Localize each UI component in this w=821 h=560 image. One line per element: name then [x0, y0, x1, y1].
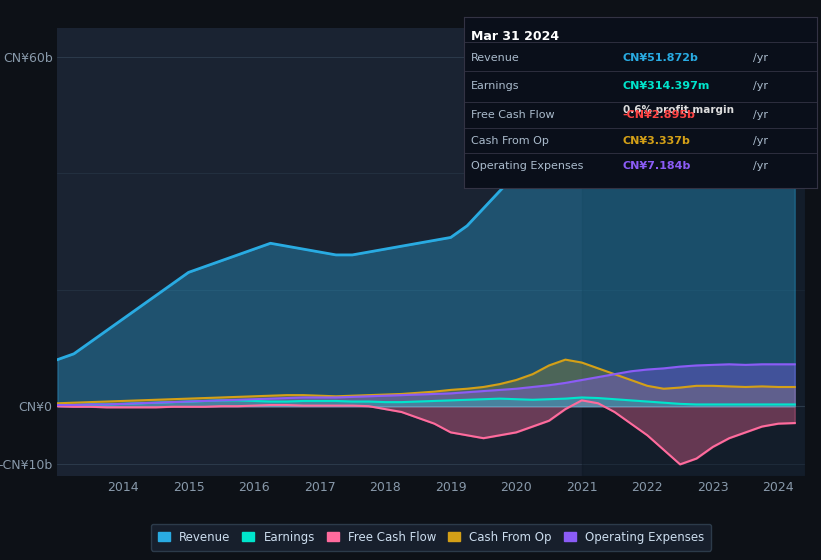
Text: Operating Expenses: Operating Expenses [471, 161, 583, 171]
Legend: Revenue, Earnings, Free Cash Flow, Cash From Op, Operating Expenses: Revenue, Earnings, Free Cash Flow, Cash … [151, 524, 711, 550]
Text: CN¥7.184b: CN¥7.184b [622, 161, 691, 171]
Text: Earnings: Earnings [471, 81, 520, 91]
Text: /yr: /yr [754, 53, 768, 63]
Text: Cash From Op: Cash From Op [471, 136, 548, 146]
Bar [582, 28, 805, 476]
Text: CN¥314.397m: CN¥314.397m [622, 81, 710, 91]
Text: Free Cash Flow: Free Cash Flow [471, 110, 554, 120]
Text: CN¥51.872b: CN¥51.872b [622, 53, 699, 63]
Text: Mar 31 2024: Mar 31 2024 [471, 30, 559, 44]
Text: /yr: /yr [754, 81, 768, 91]
Text: CN¥3.337b: CN¥3.337b [622, 136, 690, 146]
Text: -CN¥2.895b: -CN¥2.895b [622, 110, 695, 120]
Text: Revenue: Revenue [471, 53, 520, 63]
Text: 0.6% profit margin: 0.6% profit margin [622, 105, 734, 115]
Text: /yr: /yr [754, 161, 768, 171]
Text: /yr: /yr [754, 136, 768, 146]
Text: /yr: /yr [754, 110, 768, 120]
